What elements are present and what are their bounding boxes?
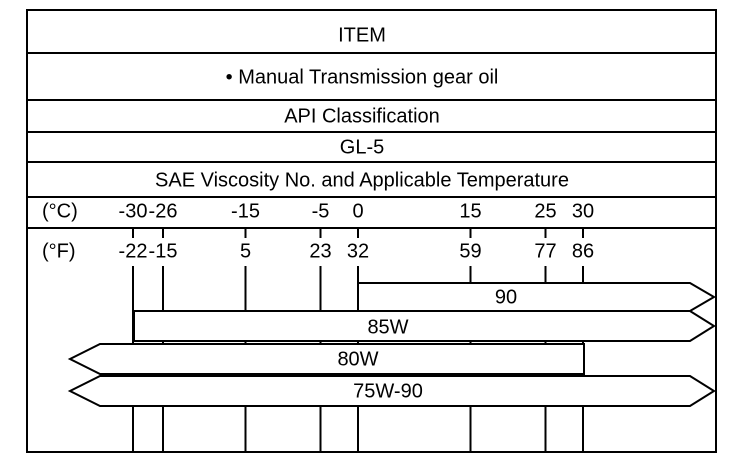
fahrenheit-tick-label: 5 bbox=[240, 240, 251, 262]
fahrenheit-unit: (°F) bbox=[42, 240, 76, 262]
celsius-tick-label: 30 bbox=[572, 200, 594, 222]
viscosity-title: SAE Viscosity No. and Applicable Tempera… bbox=[155, 169, 569, 191]
header-title: ITEM bbox=[338, 24, 386, 46]
grade-bar bbox=[67, 343, 585, 375]
item: • Manual Transmission gear oil bbox=[226, 66, 499, 88]
fahrenheit-tick-label: -15 bbox=[149, 240, 178, 262]
grade-label: 80W bbox=[337, 348, 378, 370]
celsius-tick-label: -30 bbox=[119, 200, 148, 222]
celsius-tick-label: 0 bbox=[352, 200, 363, 222]
fahrenheit-tick-label: 59 bbox=[459, 240, 481, 262]
grade-bar bbox=[67, 375, 716, 407]
fahrenheit-tick-label: -22 bbox=[119, 240, 148, 262]
classification-label: API Classification bbox=[284, 105, 440, 127]
frame bbox=[26, 9, 717, 453]
grade-label: 90 bbox=[495, 286, 517, 308]
grade-bars: 90 85W 80W 75W-90 bbox=[67, 282, 716, 407]
fahrenheit-tick-label: 77 bbox=[534, 240, 556, 262]
celsius-unit: (°C) bbox=[42, 200, 78, 222]
grade-label: 75W-90 bbox=[353, 380, 423, 402]
grade-label: 85W bbox=[367, 316, 408, 338]
grade-bar bbox=[133, 310, 716, 342]
celsius-tick-label: -5 bbox=[312, 200, 330, 222]
classification-value: GL-5 bbox=[340, 136, 384, 158]
celsius-tick-label: 15 bbox=[459, 200, 481, 222]
celsius-tick-label: -15 bbox=[231, 200, 260, 222]
celsius-tick-label: -26 bbox=[149, 200, 178, 222]
celsius-tick-label: 25 bbox=[534, 200, 556, 222]
fahrenheit-tick-label: 23 bbox=[309, 240, 331, 262]
fahrenheit-tick-label: 86 bbox=[572, 240, 594, 262]
fahrenheit-tick-label: 32 bbox=[347, 240, 369, 262]
grade-bar bbox=[357, 282, 716, 312]
